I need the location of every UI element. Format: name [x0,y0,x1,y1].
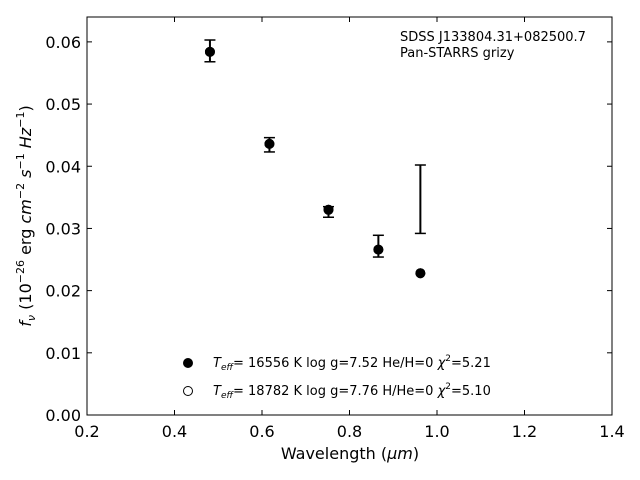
y-label-f: f [16,319,35,327]
legend: Teff= 16556 K log g=7.52 He/H=0 χ2=5.21 … [183,354,491,401]
model-point-filled [264,138,275,149]
y-label-open: (10 [16,283,35,315]
y-axis-label: fν (10−26 erg cm−2 s−1 Hz−1) [14,105,38,326]
y-tick-label: 0.04 [45,157,81,176]
y-label-hz: Hz [16,127,35,153]
legend-marker-open [183,386,193,396]
legend-marker-filled [183,358,193,368]
legend-entry-2: Teff= 18782 K log g=7.76 H/He=0 χ2=5.10 [213,382,491,401]
y-label-cm: cm [16,199,35,223]
x-tick-label: 0.4 [162,422,187,441]
y-label-s: s [16,170,35,183]
x-axis-label-close: ) [413,444,419,463]
legend-2-chi: χ [437,384,447,399]
y-label-nu: ν [25,315,38,321]
y-tick-label: 0.03 [45,219,81,238]
y-tick-label: 0.06 [45,33,81,52]
model-point-filled [373,244,384,255]
legend-2-eff: eff [221,391,235,401]
x-tick-label: 0.2 [74,422,99,441]
x-axis-label-main: Wavelength ( [281,444,387,463]
x-tick-label: 0.8 [337,422,362,441]
legend-2-chi-val: =5.10 [451,384,491,399]
y-label-exp2: −2 [14,183,27,199]
legend-1-chi-val: =5.21 [451,356,491,371]
x-tick-label: 1.2 [512,422,537,441]
y-label-exp1: −26 [14,260,27,283]
y-tick-label: 0.02 [45,282,81,301]
legend-entry-1: Teff= 16556 K log g=7.52 He/H=0 χ2=5.21 [213,354,491,373]
legend-2-text: = 18782 K log g=7.76 H/He=0 [233,384,438,399]
model-point-filled [323,204,334,215]
x-axis-label: Wavelength (μm) [281,444,419,463]
y-tick-label: 0.00 [45,406,81,425]
y-tick-label: 0.01 [45,344,81,363]
x-tick-label: 1.0 [424,422,449,441]
legend-2-two: 2 [445,382,451,392]
legend-2-T: T [213,384,222,399]
y-tick-label: 0.05 [45,95,81,114]
y-axis-ticks: 0.00 0.01 0.02 0.03 0.04 0.05 0.06 [45,33,612,425]
x-tick-label: 1.4 [599,422,624,441]
y-label-erg: erg [16,224,35,260]
legend-1-text: = 16556 K log g=7.52 He/H=0 [233,356,438,371]
y-label-exp3: −1 [14,153,27,169]
model-point-filled [204,46,215,57]
x-tick-label: 0.6 [249,422,274,441]
y-label-exp4: −1 [14,112,27,128]
legend-1-eff: eff [221,363,235,373]
data-points [204,46,426,279]
legend-1-two: 2 [445,354,451,364]
model-point-filled [415,268,426,279]
legend-1-T: T [213,356,222,371]
y-label-close: ) [16,105,35,111]
annotation-object-name: SDSS J133804.31+082500.7 [400,30,586,45]
x-axis-label-unit: μm [386,444,413,463]
annotation-survey: Pan-STARRS grizy [400,46,515,61]
legend-1-chi: χ [437,356,447,371]
x-axis-ticks: 0.2 0.4 0.6 0.8 1.0 1.2 1.4 [74,17,625,441]
